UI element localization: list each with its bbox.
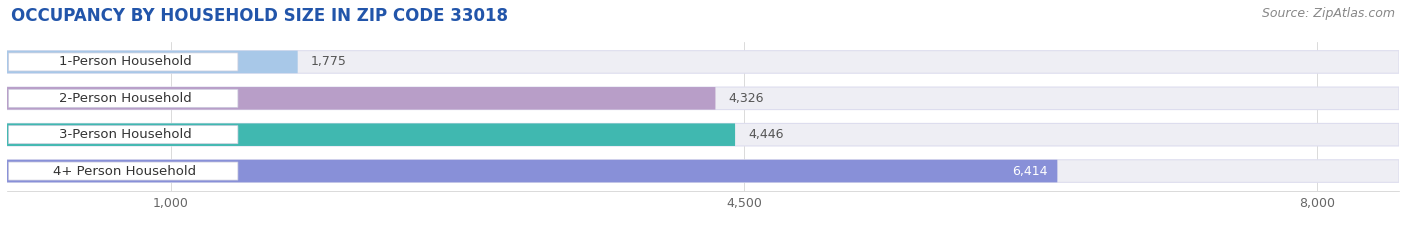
FancyBboxPatch shape: [7, 123, 1399, 146]
FancyBboxPatch shape: [7, 160, 1057, 182]
Text: 1,775: 1,775: [311, 55, 347, 69]
Text: 2-Person Household: 2-Person Household: [59, 92, 191, 105]
Text: 4,326: 4,326: [728, 92, 763, 105]
FancyBboxPatch shape: [8, 162, 238, 180]
Text: 6,414: 6,414: [1012, 164, 1047, 178]
Text: OCCUPANCY BY HOUSEHOLD SIZE IN ZIP CODE 33018: OCCUPANCY BY HOUSEHOLD SIZE IN ZIP CODE …: [11, 7, 508, 25]
Text: Source: ZipAtlas.com: Source: ZipAtlas.com: [1261, 7, 1395, 20]
FancyBboxPatch shape: [7, 51, 298, 73]
Text: 4,446: 4,446: [748, 128, 783, 141]
FancyBboxPatch shape: [7, 87, 716, 110]
FancyBboxPatch shape: [7, 87, 1399, 110]
FancyBboxPatch shape: [7, 123, 735, 146]
FancyBboxPatch shape: [8, 53, 238, 71]
FancyBboxPatch shape: [8, 126, 238, 144]
Text: 1-Person Household: 1-Person Household: [59, 55, 191, 69]
FancyBboxPatch shape: [8, 89, 238, 107]
FancyBboxPatch shape: [7, 51, 1399, 73]
FancyBboxPatch shape: [7, 160, 1399, 182]
Text: 4+ Person Household: 4+ Person Household: [53, 164, 197, 178]
Text: 3-Person Household: 3-Person Household: [59, 128, 191, 141]
